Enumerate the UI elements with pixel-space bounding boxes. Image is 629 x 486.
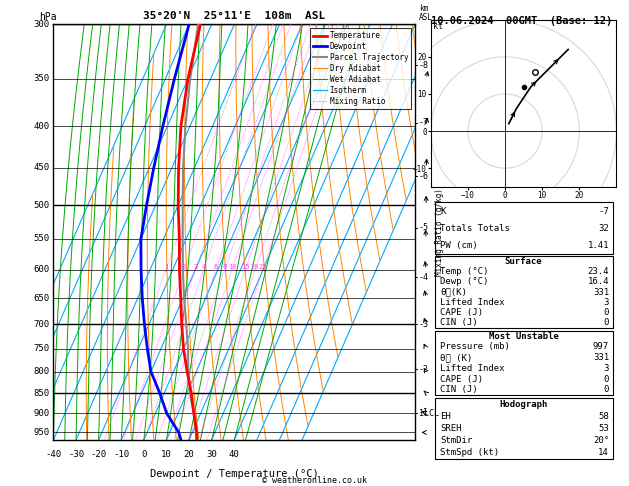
Legend: Temperature, Dewpoint, Parcel Trajectory, Dry Adiabat, Wet Adiabat, Isotherm, Mi: Temperature, Dewpoint, Parcel Trajectory…	[309, 28, 411, 109]
Text: CIN (J): CIN (J)	[440, 318, 478, 327]
Text: CIN (J): CIN (J)	[440, 385, 478, 395]
Text: 0: 0	[604, 318, 609, 327]
Text: 331: 331	[593, 288, 609, 296]
Text: EH: EH	[440, 412, 451, 421]
Text: 53: 53	[598, 424, 609, 433]
Text: km
ASL: km ASL	[419, 3, 433, 22]
Text: 500: 500	[34, 201, 50, 209]
Text: 20: 20	[251, 264, 259, 270]
Text: Pressure (mb): Pressure (mb)	[440, 342, 510, 351]
Text: 0: 0	[604, 308, 609, 317]
Text: Most Unstable: Most Unstable	[489, 331, 559, 341]
Text: 30: 30	[206, 450, 217, 459]
Text: 950: 950	[34, 428, 50, 437]
Text: -1: -1	[419, 408, 429, 417]
Text: -20: -20	[91, 450, 107, 459]
Text: Lifted Index: Lifted Index	[440, 298, 504, 307]
Text: © weatheronline.co.uk: © weatheronline.co.uk	[262, 476, 367, 485]
Text: 25: 25	[259, 264, 267, 270]
Text: PW (cm): PW (cm)	[440, 241, 478, 250]
Text: 32: 32	[598, 224, 609, 233]
Text: Hodograph: Hodograph	[499, 399, 548, 409]
Text: 850: 850	[34, 389, 50, 398]
Text: -30: -30	[68, 450, 84, 459]
Text: -7: -7	[419, 118, 429, 127]
Text: 3: 3	[604, 298, 609, 307]
Text: -7: -7	[598, 207, 609, 215]
Text: 8: 8	[223, 264, 227, 270]
Text: 10: 10	[161, 450, 172, 459]
Text: 20°: 20°	[593, 436, 609, 445]
Text: 0: 0	[604, 385, 609, 395]
Text: 14: 14	[598, 448, 609, 457]
Text: StmSpd (kt): StmSpd (kt)	[440, 448, 499, 457]
Text: 300: 300	[34, 20, 50, 29]
Text: 900: 900	[34, 409, 50, 418]
Text: 750: 750	[34, 344, 50, 353]
Text: 40: 40	[229, 450, 240, 459]
Text: Totals Totals: Totals Totals	[440, 224, 510, 233]
Text: CAPE (J): CAPE (J)	[440, 375, 483, 383]
Text: 800: 800	[34, 367, 50, 376]
Text: 4: 4	[202, 264, 206, 270]
Text: -3: -3	[419, 320, 429, 329]
Text: Lifted Index: Lifted Index	[440, 364, 504, 373]
Text: 600: 600	[34, 265, 50, 274]
Text: 550: 550	[34, 234, 50, 243]
Text: 16.4: 16.4	[587, 278, 609, 286]
Text: 23.4: 23.4	[587, 267, 609, 276]
Text: Dewpoint / Temperature (°C): Dewpoint / Temperature (°C)	[150, 469, 319, 479]
Text: θᴇ(K): θᴇ(K)	[440, 288, 467, 296]
Text: 650: 650	[34, 294, 50, 303]
Text: 2: 2	[182, 264, 186, 270]
Text: -5: -5	[419, 223, 429, 232]
Text: -4: -4	[419, 273, 429, 282]
Text: 3: 3	[604, 364, 609, 373]
Text: hPa: hPa	[39, 12, 57, 22]
Text: Surface: Surface	[505, 257, 542, 266]
Text: -40: -40	[45, 450, 62, 459]
Text: 3: 3	[193, 264, 198, 270]
Text: CAPE (J): CAPE (J)	[440, 308, 483, 317]
Text: 10: 10	[228, 264, 237, 270]
Text: 0: 0	[604, 375, 609, 383]
Text: 15: 15	[241, 264, 250, 270]
Text: 0: 0	[141, 450, 147, 459]
Text: 331: 331	[593, 353, 609, 362]
Text: -8: -8	[419, 61, 429, 70]
Text: 1: 1	[164, 264, 168, 270]
Text: Temp (°C): Temp (°C)	[440, 267, 489, 276]
Text: 10.06.2024  00GMT  (Base: 12): 10.06.2024 00GMT (Base: 12)	[431, 16, 612, 26]
Text: Mixing Ratio (g/kg): Mixing Ratio (g/kg)	[435, 188, 444, 276]
Text: -10: -10	[113, 450, 130, 459]
Text: -2: -2	[419, 365, 429, 374]
Text: StmDir: StmDir	[440, 436, 472, 445]
Text: kt: kt	[433, 22, 443, 31]
Text: 1.41: 1.41	[587, 241, 609, 250]
Text: 350: 350	[34, 74, 50, 84]
Text: 997: 997	[593, 342, 609, 351]
Text: -6: -6	[419, 172, 429, 181]
Text: θᴇ (K): θᴇ (K)	[440, 353, 472, 362]
Text: 700: 700	[34, 320, 50, 329]
Text: 1LCL: 1LCL	[419, 409, 439, 418]
Text: 20: 20	[184, 450, 194, 459]
Title: 35°20'N  25°11'E  108m  ASL: 35°20'N 25°11'E 108m ASL	[143, 11, 325, 21]
Text: 400: 400	[34, 122, 50, 131]
Text: 6: 6	[214, 264, 218, 270]
Text: K: K	[440, 207, 445, 215]
Text: Dewp (°C): Dewp (°C)	[440, 278, 489, 286]
Text: 450: 450	[34, 163, 50, 173]
Text: 58: 58	[598, 412, 609, 421]
Text: SREH: SREH	[440, 424, 462, 433]
